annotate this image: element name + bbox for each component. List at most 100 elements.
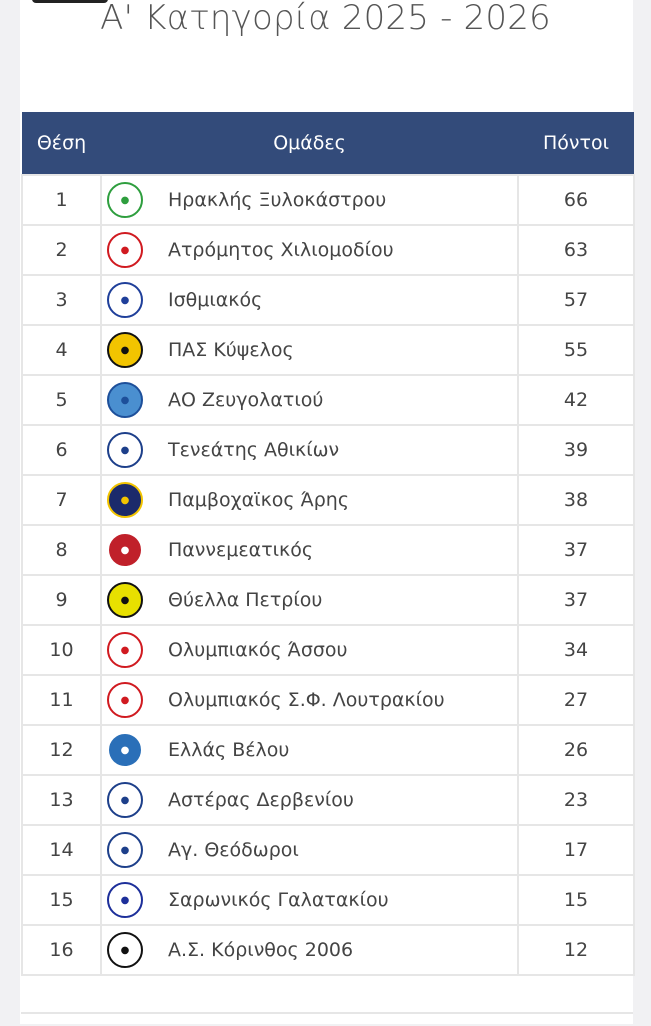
- team-logo-icon: ●: [107, 832, 143, 868]
- team-name[interactable]: Ισθμιακός: [168, 289, 263, 311]
- table-row: 2 ● Ατρόμητος Χιλιομοδίου 63: [21, 224, 635, 276]
- team-logo-icon: ●: [107, 232, 143, 268]
- team-logo-icon: ●: [107, 932, 143, 968]
- team-logo-icon: ●: [107, 482, 143, 518]
- table-row: 14 ● Αγ. Θεόδωροι 17: [21, 824, 635, 876]
- team-cell: ● Ολυμπιακός Άσσου: [100, 624, 519, 676]
- table-row: 8 ● Παννεμεατικός 37: [21, 524, 635, 576]
- team-name[interactable]: Σαρωνικός Γαλατακίου: [168, 889, 389, 911]
- table-row: 6 ● Τενεάτης Αθικίων 39: [21, 424, 635, 476]
- points-cell: 66: [517, 174, 635, 226]
- position-cell: 11: [21, 674, 102, 726]
- table-row: 16 ● Α.Σ. Κόρινθος 2006 12: [21, 924, 635, 976]
- header-teams: Ομάδες: [101, 112, 518, 175]
- points-cell: 15: [517, 874, 635, 926]
- table-row: 5 ● ΑΟ Ζευγολατιού 42: [21, 374, 635, 426]
- table-row: 1 ● Ηρακλής Ξυλοκάστρου 66: [21, 174, 635, 226]
- team-cell: ● Τενεάτης Αθικίων: [100, 424, 519, 476]
- team-logo-icon: ●: [107, 282, 143, 318]
- position-cell: 15: [21, 874, 102, 926]
- position-cell: 16: [21, 924, 102, 976]
- points-cell: 37: [517, 524, 635, 576]
- team-logo-icon: ●: [107, 182, 143, 218]
- position-cell: 10: [21, 624, 102, 676]
- team-name[interactable]: Αγ. Θεόδωροι: [168, 839, 299, 861]
- top-button-fragment[interactable]: [32, 0, 108, 3]
- team-cell: ● Ελλάς Βέλου: [100, 724, 519, 776]
- team-logo-icon: ●: [107, 582, 143, 618]
- points-cell: 27: [517, 674, 635, 726]
- team-cell: ● Σαρωνικός Γαλατακίου: [100, 874, 519, 926]
- team-logo-icon: ●: [107, 882, 143, 918]
- position-cell: 14: [21, 824, 102, 876]
- points-cell: 26: [517, 724, 635, 776]
- table-row: 7 ● Παμβοχαϊκος Άρης 38: [21, 474, 635, 526]
- team-name[interactable]: Τενεάτης Αθικίων: [168, 439, 340, 461]
- points-cell: 34: [517, 624, 635, 676]
- table-row: 4 ● ΠΑΣ Κύψελος 55: [21, 324, 635, 376]
- position-cell: 5: [21, 374, 102, 426]
- team-name[interactable]: Ολυμπιακός Άσσου: [168, 639, 348, 661]
- points-cell: 38: [517, 474, 635, 526]
- table-row: 13 ● Αστέρας Δερβενίου 23: [21, 774, 635, 826]
- table-row: 12 ● Ελλάς Βέλου 26: [21, 724, 635, 776]
- table-row: 9 ● Θύελλα Πετρίου 37: [21, 574, 635, 626]
- position-cell: 7: [21, 474, 102, 526]
- team-cell: ● ΠΑΣ Κύψελος: [100, 324, 519, 376]
- points-cell: 23: [517, 774, 635, 826]
- position-cell: 6: [21, 424, 102, 476]
- team-name[interactable]: Ηρακλής Ξυλοκάστρου: [168, 189, 387, 211]
- position-cell: 9: [21, 574, 102, 626]
- team-logo-icon: ●: [107, 382, 143, 418]
- team-logo-icon: ●: [107, 532, 143, 568]
- team-name[interactable]: Ατρόμητος Χιλιομοδίου: [168, 239, 394, 261]
- points-cell: 12: [517, 924, 635, 976]
- table-row: 10 ● Ολυμπιακός Άσσου 34: [21, 624, 635, 676]
- team-cell: ● Θύελλα Πετρίου: [100, 574, 519, 626]
- team-cell: ● ΑΟ Ζευγολατιού: [100, 374, 519, 426]
- team-name[interactable]: ΑΟ Ζευγολατιού: [168, 389, 324, 411]
- team-name[interactable]: Αστέρας Δερβενίου: [168, 789, 354, 811]
- team-logo-icon: ●: [107, 632, 143, 668]
- team-name[interactable]: Α.Σ. Κόρινθος 2006: [168, 939, 354, 961]
- points-cell: 39: [517, 424, 635, 476]
- team-name[interactable]: Παμβοχαϊκος Άρης: [168, 489, 350, 511]
- team-cell: ● Αγ. Θεόδωροι: [100, 824, 519, 876]
- team-logo-icon: ●: [107, 782, 143, 818]
- standings-table: Θέση Ομάδες Πόντοι 1 ● Ηρακλής Ξυλοκάστρ…: [21, 112, 635, 976]
- position-cell: 8: [21, 524, 102, 576]
- table-row: 11 ● Ολυμπιακός Σ.Φ. Λουτρακίου 27: [21, 674, 635, 726]
- points-cell: 63: [517, 224, 635, 276]
- team-name[interactable]: Παννεμεατικός: [168, 539, 314, 561]
- position-cell: 2: [21, 224, 102, 276]
- points-cell: 37: [517, 574, 635, 626]
- page-title: Α' Κατηγορία 2025 - 2026: [100, 0, 551, 38]
- points-cell: 55: [517, 324, 635, 376]
- team-name[interactable]: Ελλάς Βέλου: [168, 739, 290, 761]
- position-cell: 13: [21, 774, 102, 826]
- team-cell: ● Παννεμεατικός: [100, 524, 519, 576]
- team-cell: ● Α.Σ. Κόρινθος 2006: [100, 924, 519, 976]
- team-logo-icon: ●: [107, 432, 143, 468]
- points-cell: 42: [517, 374, 635, 426]
- team-name[interactable]: ΠΑΣ Κύψελος: [168, 339, 294, 361]
- position-cell: 12: [21, 724, 102, 776]
- position-cell: 3: [21, 274, 102, 326]
- team-logo-icon: ●: [107, 682, 143, 718]
- table-row: 3 ● Ισθμιακός 57: [21, 274, 635, 326]
- header-position: Θέση: [22, 112, 101, 175]
- team-cell: ● Ισθμιακός: [100, 274, 519, 326]
- table-footer: [21, 1012, 633, 1026]
- position-cell: 4: [21, 324, 102, 376]
- team-name[interactable]: Ολυμπιακός Σ.Φ. Λουτρακίου: [168, 689, 445, 711]
- table-row: 15 ● Σαρωνικός Γαλατακίου 15: [21, 874, 635, 926]
- team-logo-icon: ●: [107, 732, 143, 768]
- points-cell: 57: [517, 274, 635, 326]
- team-name[interactable]: Θύελλα Πετρίου: [168, 589, 323, 611]
- team-logo-icon: ●: [107, 332, 143, 368]
- team-cell: ● Αστέρας Δερβενίου: [100, 774, 519, 826]
- team-cell: ● Ατρόμητος Χιλιομοδίου: [100, 224, 519, 276]
- team-cell: ● Ηρακλής Ξυλοκάστρου: [100, 174, 519, 226]
- header-points: Πόντοι: [518, 112, 634, 175]
- team-cell: ● Παμβοχαϊκος Άρης: [100, 474, 519, 526]
